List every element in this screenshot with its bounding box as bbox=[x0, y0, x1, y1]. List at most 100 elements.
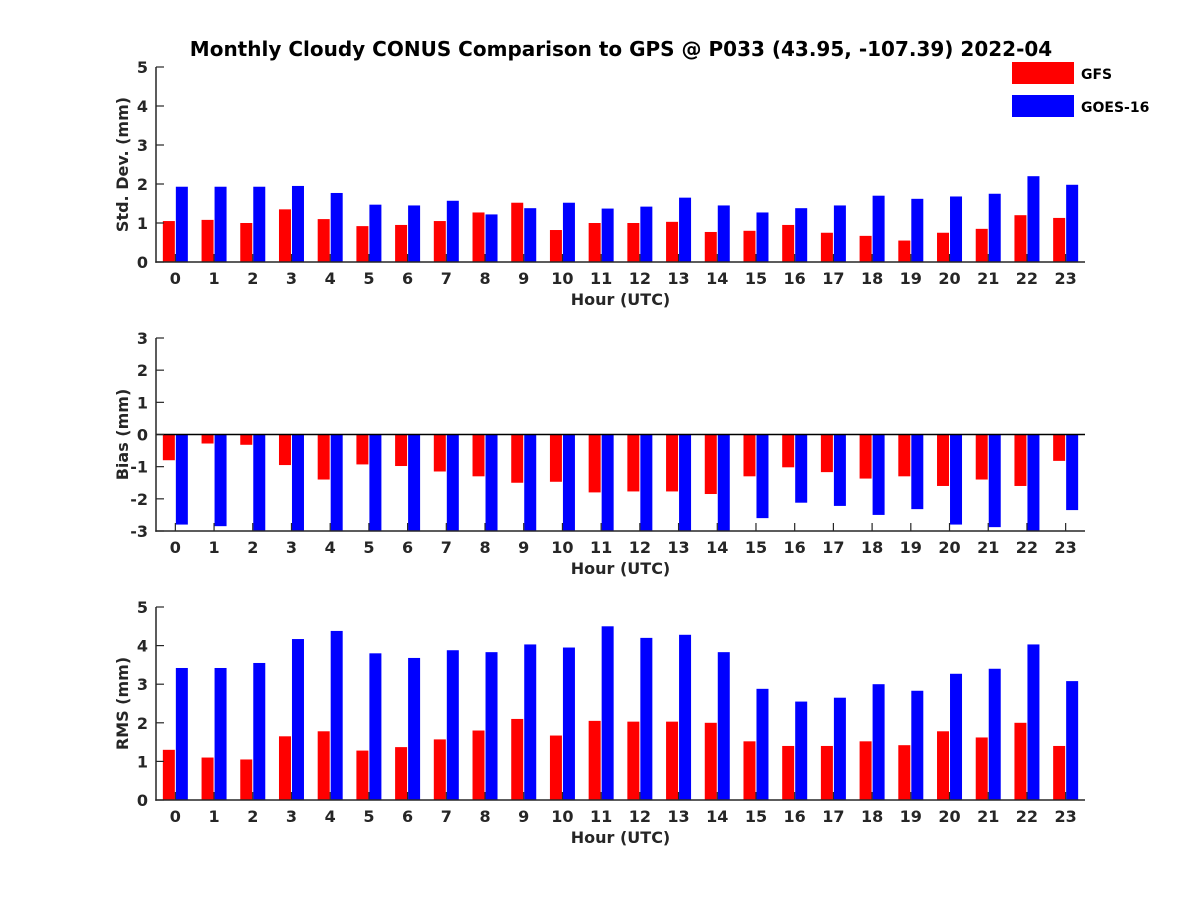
bar-bias-gfs-2 bbox=[240, 434, 253, 445]
bar-rms-gfs-4 bbox=[317, 731, 330, 800]
y-tick-label-bias-2: 2 bbox=[137, 361, 148, 380]
bar-bias-gfs-10 bbox=[549, 434, 562, 482]
x-tick-label-std-4: 4 bbox=[325, 269, 336, 288]
x-tick-label-rms-13: 13 bbox=[667, 807, 689, 826]
y-tick-label-bias--3: -3 bbox=[130, 522, 148, 541]
x-tick-label-rms-0: 0 bbox=[170, 807, 181, 826]
bar-bias-goes-16-12 bbox=[640, 434, 653, 531]
y-axis-label-std: Std. Dev. (mm) bbox=[113, 97, 132, 232]
x-tick-label-rms-5: 5 bbox=[363, 807, 374, 826]
y-tick-label-std-2: 2 bbox=[137, 175, 148, 194]
bar-rms-gfs-6 bbox=[395, 747, 408, 800]
bar-bias-gfs-7 bbox=[433, 434, 446, 472]
chart-title: Monthly Cloudy CONUS Comparison to GPS @… bbox=[190, 37, 1052, 61]
x-axis-label-std: Hour (UTC) bbox=[571, 290, 671, 309]
bar-bias-gfs-5 bbox=[356, 434, 369, 465]
bar-std-goes-16-11 bbox=[601, 208, 614, 262]
bar-std-gfs-22 bbox=[1014, 215, 1027, 262]
bar-bias-gfs-3 bbox=[278, 434, 291, 466]
legend-label-goes-16: GOES-16 bbox=[1081, 100, 1149, 116]
bar-rms-goes-16-0 bbox=[175, 667, 188, 800]
bar-bias-gfs-11 bbox=[588, 434, 601, 493]
bar-bias-goes-16-16 bbox=[795, 434, 808, 503]
x-tick-label-rms-9: 9 bbox=[518, 807, 529, 826]
y-tick-label-std-4: 4 bbox=[137, 97, 148, 116]
bar-std-gfs-6 bbox=[395, 224, 408, 262]
bar-std-goes-16-2 bbox=[253, 186, 266, 262]
bar-rms-goes-16-4 bbox=[330, 630, 343, 800]
bar-bias-gfs-1 bbox=[201, 434, 214, 444]
x-tick-label-bias-15: 15 bbox=[745, 538, 767, 557]
y-tick-label-std-5: 5 bbox=[137, 58, 148, 77]
bar-std-gfs-2 bbox=[240, 223, 253, 262]
bar-bias-goes-16-9 bbox=[524, 434, 537, 531]
bar-std-gfs-13 bbox=[666, 221, 679, 262]
bar-std-goes-16-10 bbox=[562, 202, 575, 262]
x-tick-label-rms-18: 18 bbox=[861, 807, 883, 826]
bar-rms-gfs-3 bbox=[278, 736, 291, 800]
x-axis-label-bias: Hour (UTC) bbox=[571, 559, 671, 578]
bar-bias-goes-16-20 bbox=[950, 434, 963, 525]
y-tick-label-rms-2: 2 bbox=[137, 714, 148, 733]
bar-std-gfs-16 bbox=[782, 224, 795, 262]
bar-bias-gfs-13 bbox=[666, 434, 679, 492]
bar-rms-goes-16-11 bbox=[601, 626, 614, 800]
x-tick-label-rms-21: 21 bbox=[977, 807, 999, 826]
bar-bias-goes-16-7 bbox=[446, 434, 459, 531]
bar-std-goes-16-1 bbox=[214, 186, 227, 262]
bar-bias-goes-16-18 bbox=[872, 434, 885, 515]
bar-bias-goes-16-4 bbox=[330, 434, 343, 531]
x-tick-label-bias-7: 7 bbox=[441, 538, 452, 557]
bar-std-gfs-5 bbox=[356, 226, 369, 262]
x-tick-label-std-19: 19 bbox=[900, 269, 922, 288]
bar-std-goes-16-0 bbox=[175, 186, 188, 262]
bar-std-gfs-20 bbox=[937, 232, 950, 262]
x-tick-label-std-13: 13 bbox=[667, 269, 689, 288]
x-tick-label-bias-22: 22 bbox=[1016, 538, 1038, 557]
legend-swatch-gfs bbox=[1012, 62, 1074, 84]
bar-rms-gfs-20 bbox=[937, 731, 950, 800]
bar-bias-gfs-14 bbox=[704, 434, 717, 495]
x-tick-label-rms-22: 22 bbox=[1016, 807, 1038, 826]
bar-rms-goes-16-1 bbox=[214, 667, 227, 800]
x-tick-label-std-3: 3 bbox=[286, 269, 297, 288]
bar-std-gfs-17 bbox=[820, 232, 833, 262]
bar-std-gfs-12 bbox=[627, 223, 640, 262]
bar-std-gfs-8 bbox=[472, 212, 485, 262]
bar-rms-gfs-0 bbox=[162, 749, 175, 800]
bar-rms-gfs-13 bbox=[666, 721, 679, 800]
bar-std-goes-16-9 bbox=[524, 208, 537, 262]
bar-std-gfs-0 bbox=[162, 221, 175, 262]
bar-rms-goes-16-18 bbox=[872, 684, 885, 800]
x-tick-label-std-12: 12 bbox=[629, 269, 651, 288]
x-tick-label-rms-19: 19 bbox=[900, 807, 922, 826]
bar-rms-goes-16-2 bbox=[253, 662, 266, 800]
bar-std-goes-16-20 bbox=[950, 196, 963, 262]
bar-std-goes-16-21 bbox=[988, 193, 1001, 262]
bar-std-goes-16-8 bbox=[485, 214, 498, 262]
bar-rms-goes-16-9 bbox=[524, 644, 537, 800]
x-tick-label-rms-23: 23 bbox=[1055, 807, 1077, 826]
y-tick-label-bias-1: 1 bbox=[137, 393, 148, 412]
x-tick-label-std-20: 20 bbox=[938, 269, 960, 288]
x-tick-label-bias-11: 11 bbox=[590, 538, 612, 557]
y-tick-label-rms-1: 1 bbox=[137, 752, 148, 771]
bar-std-goes-16-6 bbox=[408, 205, 421, 262]
bar-rms-gfs-1 bbox=[201, 757, 214, 800]
bar-std-goes-16-22 bbox=[1027, 176, 1040, 262]
bar-bias-gfs-18 bbox=[859, 434, 872, 479]
bar-rms-gfs-5 bbox=[356, 750, 369, 800]
bar-rms-gfs-16 bbox=[782, 745, 795, 800]
x-tick-label-std-17: 17 bbox=[822, 269, 844, 288]
bar-rms-goes-16-12 bbox=[640, 637, 653, 800]
bar-bias-gfs-17 bbox=[820, 434, 833, 473]
x-tick-label-bias-10: 10 bbox=[551, 538, 573, 557]
x-tick-label-bias-4: 4 bbox=[325, 538, 336, 557]
x-tick-label-bias-23: 23 bbox=[1055, 538, 1077, 557]
bar-std-gfs-21 bbox=[975, 228, 988, 262]
x-tick-label-std-5: 5 bbox=[363, 269, 374, 288]
bar-std-gfs-10 bbox=[549, 230, 562, 262]
bar-bias-goes-16-2 bbox=[253, 434, 266, 531]
bar-bias-gfs-23 bbox=[1053, 434, 1066, 461]
